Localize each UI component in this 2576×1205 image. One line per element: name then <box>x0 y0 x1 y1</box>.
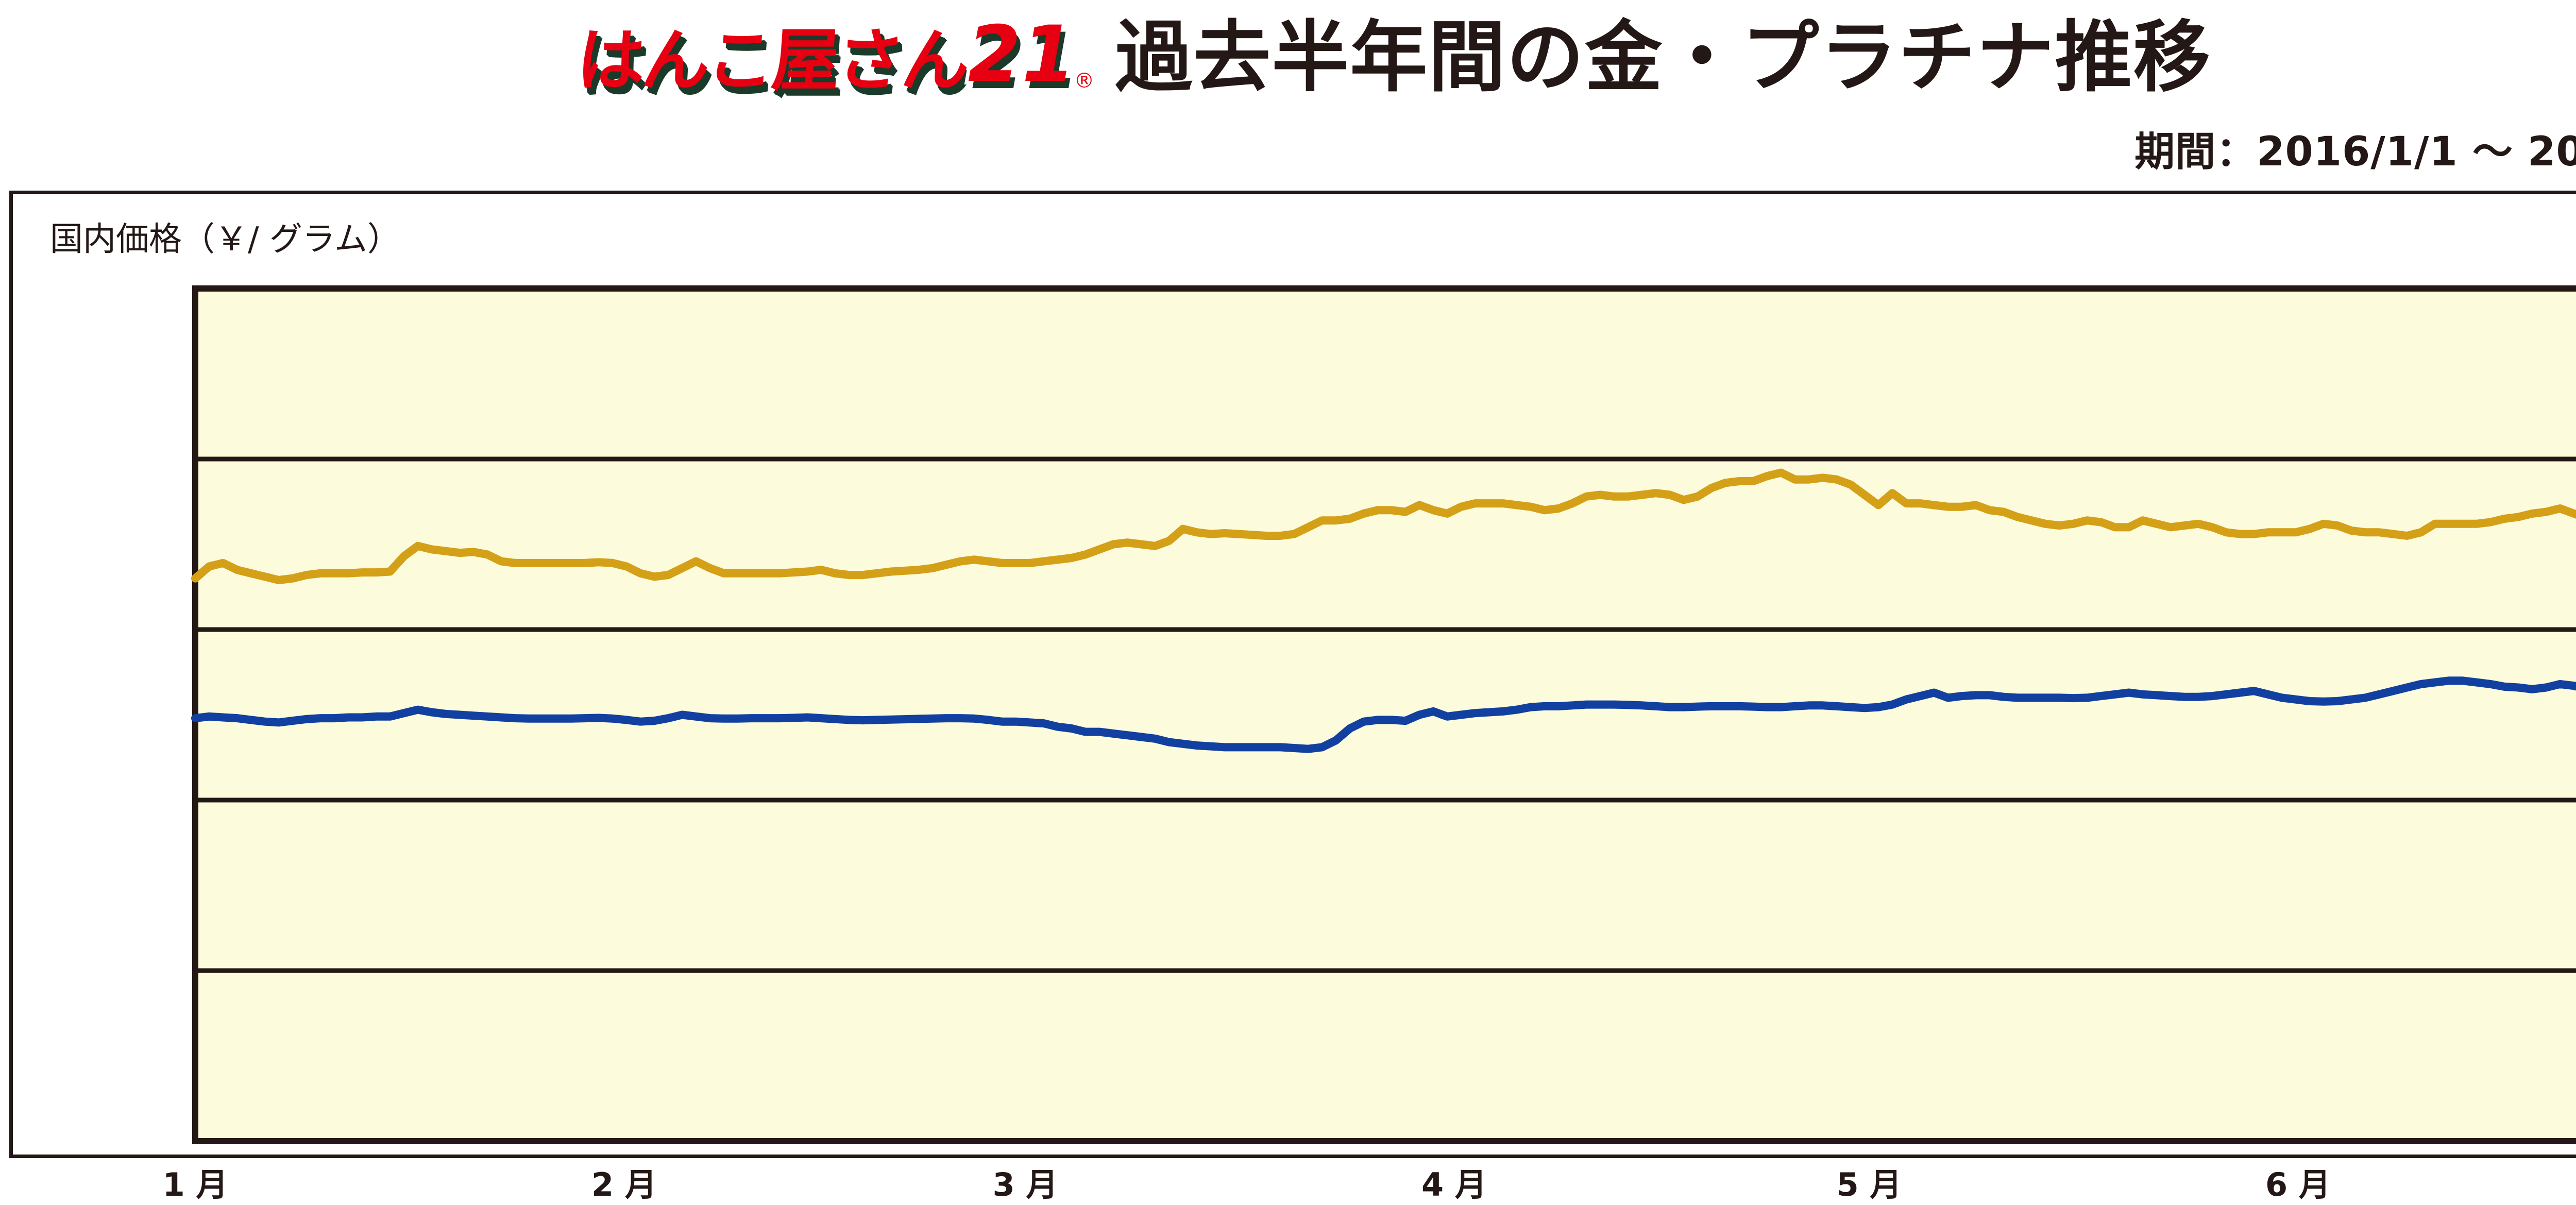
x-tick-label: 3 月 <box>992 1166 1058 1203</box>
logo-text-21: 21 <box>955 6 1086 103</box>
x-tick-label: 1 月 <box>162 1166 228 1203</box>
period-subtitle: 期間：2016/1/1 ～ 2016/6/30 <box>2134 129 2576 175</box>
registered-mark-icon: ® <box>1074 69 1095 93</box>
x-tick-label: 4 月 <box>1421 1166 1487 1203</box>
series-line-platinum <box>191 676 2576 753</box>
x-tick-label: 6 月 <box>2265 1166 2331 1203</box>
header-title-row: はんこ屋さん21® 過去半年間の金・プラチナ推移 <box>0 6 2576 109</box>
plot-wrapper: 6,000 円5,000 円4,000 円3,000 円2,000 円1,000… <box>13 194 2576 1203</box>
page-title: 過去半年間の金・プラチナ推移 <box>1115 13 2212 103</box>
chart-figure: 国内価格（￥/ グラム） 金 プラチナ 6,000 円5,000 円4,000 … <box>9 191 2576 1203</box>
logo-text-kana: はんこ屋さん <box>570 18 973 104</box>
x-axis-tick-labels: 1 月2 月3 月4 月5 月6 月6/30 日 <box>13 194 2576 1203</box>
x-tick-label: 5 月 <box>1836 1166 1902 1203</box>
x-tick-label: 2 月 <box>591 1166 657 1203</box>
page-header: はんこ屋さん21® 過去半年間の金・プラチナ推移 期間：2016/1/1 ～ 2… <box>0 0 2576 185</box>
series-line-gold <box>191 468 2576 584</box>
line-chart-plot <box>191 285 2576 1144</box>
hankoya21-logo: はんこ屋さん21® <box>570 6 1095 104</box>
y-axis-title: 国内価格（￥/ グラム） <box>50 220 400 259</box>
